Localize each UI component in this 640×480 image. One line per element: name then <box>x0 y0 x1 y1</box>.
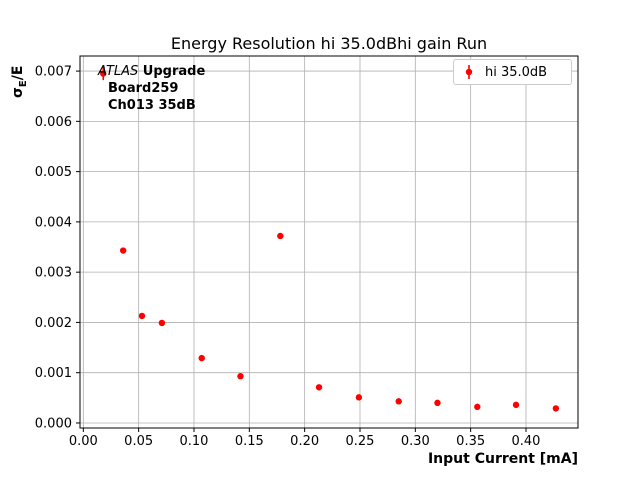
plot-annotation: ATLAS Upgrade Board259 Ch013 35dB <box>98 63 205 114</box>
x-tick-label: 0.10 <box>180 434 209 449</box>
x-tick-label: 0.40 <box>512 434 541 449</box>
y-tick-label: 0.002 <box>35 316 72 331</box>
x-axis-label: Input Current [mA] <box>427 451 578 467</box>
legend-label: hi 35.0dB <box>485 64 548 80</box>
y-tick-label: 0.001 <box>35 366 72 381</box>
data-point <box>100 70 107 77</box>
annotation-experiment-name: ATLAS <box>98 64 139 79</box>
y-tick-label: 0.003 <box>35 266 72 281</box>
data-point <box>434 399 441 407</box>
annotation-line-channel: Ch013 35dB <box>108 98 196 113</box>
data-point <box>474 403 481 411</box>
x-tick-label: 0.15 <box>235 434 264 449</box>
x-tick-label: 0.00 <box>69 434 98 449</box>
x-tick-label: 0.35 <box>456 434 485 449</box>
y-tick-label: 0.007 <box>35 65 72 80</box>
chart-title: Energy Resolution hi 35.0dBhi gain Run <box>170 34 488 53</box>
data-point <box>552 405 560 412</box>
y-axis-label: σE/E <box>10 66 29 98</box>
data-point <box>395 398 402 405</box>
legend-box[interactable]: hi 35.0dB <box>453 59 572 85</box>
x-tick-label: 0.30 <box>401 434 430 449</box>
annotation-line-board: Board259 <box>108 81 179 96</box>
data-point <box>138 312 146 320</box>
y-axis-label-rest: /E <box>10 65 26 81</box>
x-tick-label: 0.25 <box>346 434 375 449</box>
legend-errorbar-icon <box>465 65 473 79</box>
data-point <box>315 384 323 391</box>
data-point <box>119 247 127 254</box>
y-tick-label: 0.004 <box>35 215 72 230</box>
y-tick-label: 0.006 <box>35 115 72 130</box>
x-tick-label: 0.20 <box>290 434 319 449</box>
axes-frame <box>79 55 579 429</box>
data-point <box>512 401 520 409</box>
y-tick-label: 0.000 <box>35 416 72 431</box>
data-point <box>237 373 244 380</box>
y-axis-label-sub: E <box>17 80 29 88</box>
data-point <box>355 394 363 401</box>
x-tick-label: 0.05 <box>124 434 153 449</box>
y-axis-label-sigma: σ <box>10 87 26 98</box>
annotation-experiment-suffix: Upgrade <box>138 64 206 79</box>
data-point <box>277 232 284 240</box>
data-point <box>198 354 205 362</box>
y-tick-label: 0.005 <box>35 165 72 180</box>
annotation-line-experiment: ATLAS Upgrade <box>98 63 205 80</box>
data-point <box>158 319 166 327</box>
